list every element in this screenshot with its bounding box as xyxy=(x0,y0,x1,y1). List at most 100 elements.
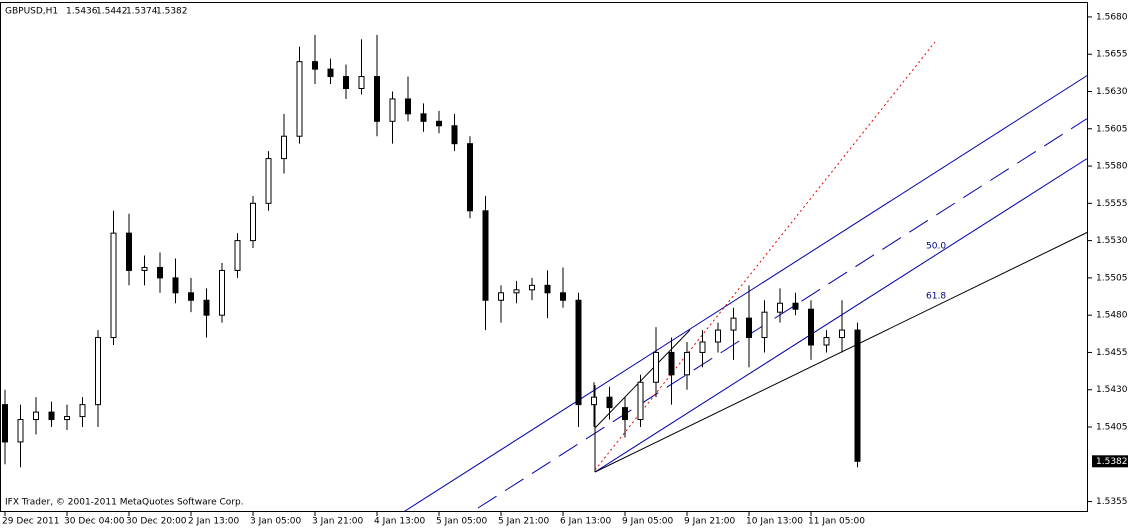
candle-body xyxy=(622,407,628,421)
x-tick-label: 30 Dec 20:00 xyxy=(126,517,187,527)
candle-body xyxy=(777,302,783,313)
annotation: 50.0 xyxy=(926,242,946,252)
y-tick-label: 1.5655 xyxy=(1096,50,1128,60)
candle-body xyxy=(110,232,117,339)
x-tick-label: 29 Dec 2011 xyxy=(2,517,60,527)
candle-body xyxy=(343,76,349,90)
candle-body xyxy=(79,404,86,418)
x-tick-label: 2 Jan 13:00 xyxy=(188,517,240,527)
y-tick-label: 1.5405 xyxy=(1096,423,1128,433)
candle-body xyxy=(250,202,256,242)
candle-body xyxy=(436,120,442,127)
candle-body xyxy=(606,396,613,409)
y-tick-label: 1.5505 xyxy=(1096,273,1128,283)
candle-body xyxy=(699,341,706,353)
candle-body xyxy=(234,240,241,271)
ohlc-value: 1.5442 xyxy=(96,7,128,17)
y-tick-label: 1.5480 xyxy=(1096,311,1128,321)
candle-body xyxy=(808,308,814,346)
chart-title: GBPUSD,H1 xyxy=(5,7,58,17)
fan-inner xyxy=(594,329,691,429)
x-tick-label: 11 Jan 05:00 xyxy=(808,517,865,527)
candle-body xyxy=(591,396,597,406)
candle-body xyxy=(467,143,473,212)
y-tick-label: 1.5580 xyxy=(1096,162,1128,172)
candle-body xyxy=(761,311,768,339)
channel-upper xyxy=(404,74,1089,512)
ohlc-value: 1.5382 xyxy=(156,7,188,17)
candle-body xyxy=(141,266,148,271)
candle-body xyxy=(637,381,644,421)
candle-body xyxy=(792,302,799,310)
x-tick-label: 5 Jan 05:00 xyxy=(436,517,488,527)
candle-body xyxy=(420,113,427,122)
candle-body xyxy=(281,135,287,160)
x-tick-label: 4 Jan 13:00 xyxy=(374,517,426,527)
candle-body xyxy=(374,76,380,122)
candle-body xyxy=(327,68,334,78)
x-tick-label: 10 Jan 13:00 xyxy=(746,517,803,527)
y-tick-label: 1.5630 xyxy=(1096,87,1128,97)
candle-body xyxy=(64,416,70,421)
x-tick-label: 30 Dec 04:00 xyxy=(64,517,125,527)
candle-body xyxy=(265,158,272,204)
candle-body xyxy=(684,351,690,376)
candle-body xyxy=(312,61,318,70)
candle-body xyxy=(668,351,675,376)
candle-body xyxy=(17,419,24,443)
x-tick-label: 9 Jan 05:00 xyxy=(622,517,674,527)
candle-body xyxy=(482,210,489,301)
channel-lines xyxy=(404,41,1089,512)
candle-body xyxy=(172,277,179,294)
current-price-label: 1.5382 xyxy=(1096,457,1128,467)
current-price-box xyxy=(1092,455,1128,468)
candle-body xyxy=(575,299,582,406)
y-tick-label: 1.5455 xyxy=(1096,348,1128,358)
trend-line xyxy=(594,41,936,471)
candle-body xyxy=(405,98,411,115)
y-tick-label: 1.5530 xyxy=(1096,236,1128,246)
candle-body xyxy=(203,299,210,316)
channel-middle xyxy=(477,117,1089,509)
x-tick-label: 3 Jan 05:00 xyxy=(250,517,302,527)
candle-body xyxy=(157,266,163,279)
candle-body xyxy=(560,292,566,301)
candle-body xyxy=(839,329,845,339)
candle-body xyxy=(544,284,551,294)
x-tick-label: 5 Jan 21:00 xyxy=(498,517,550,527)
candle-body xyxy=(653,351,659,383)
ohlc-value: 1.5374 xyxy=(126,7,158,17)
candle-body xyxy=(95,337,101,406)
y-tick-label: 1.5355 xyxy=(1096,497,1128,507)
candle-body xyxy=(529,284,535,291)
ohlc-value: 1.5436 xyxy=(66,7,98,17)
candle-body xyxy=(296,61,303,137)
candle-body xyxy=(854,329,861,462)
y-tick-label: 1.5555 xyxy=(1096,199,1128,209)
y-tick-label: 1.5605 xyxy=(1096,124,1128,134)
candle-body xyxy=(33,411,39,421)
candle-body xyxy=(498,292,504,301)
y-tick-label: 1.5430 xyxy=(1096,385,1128,395)
candle-body xyxy=(451,125,458,145)
candle-body xyxy=(715,329,721,343)
candle-body xyxy=(126,232,132,271)
candle-body xyxy=(389,98,396,122)
candle-body xyxy=(358,76,365,90)
y-tick-label: 1.5680 xyxy=(1096,12,1128,22)
candle-body xyxy=(730,317,737,331)
candle-body xyxy=(219,269,225,316)
x-tick-label: 3 Jan 21:00 xyxy=(312,517,364,527)
annotation: 61.8 xyxy=(926,292,946,302)
candle-body xyxy=(48,411,55,421)
x-tick-label: 9 Jan 21:00 xyxy=(684,517,736,527)
candle-body xyxy=(746,317,752,339)
x-tick-label: 6 Jan 13:00 xyxy=(560,517,612,527)
footer: IFX Trader, © 2001-2011 MetaQuotes Softw… xyxy=(5,498,244,508)
candle-body xyxy=(2,404,8,443)
candle-body xyxy=(823,337,830,346)
plot-frame xyxy=(0,2,1088,512)
candle-body xyxy=(513,289,520,294)
candle-body xyxy=(188,292,194,301)
